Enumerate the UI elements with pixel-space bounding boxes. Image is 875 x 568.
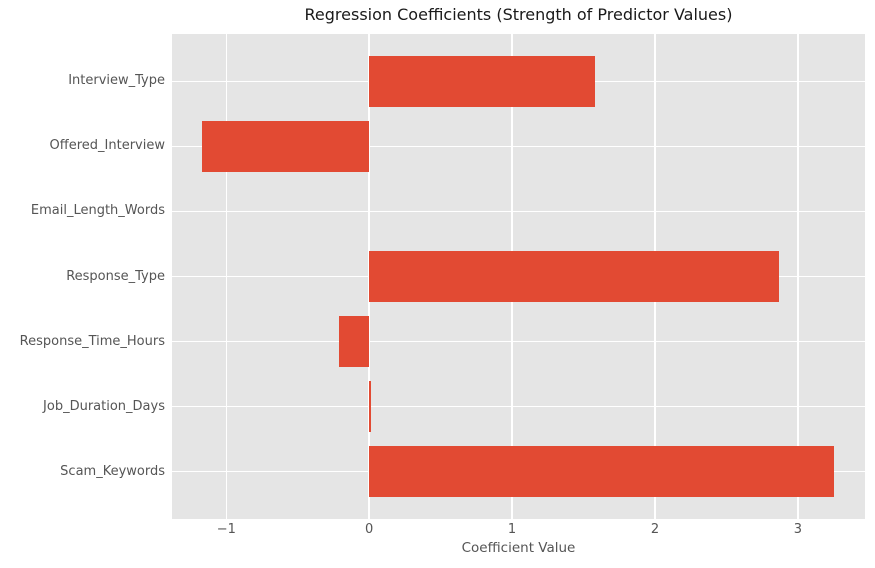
y-tick-label: Response_Type (66, 268, 165, 284)
plot-area (172, 34, 865, 519)
chart-title: Regression Coefficients (Strength of Pre… (304, 5, 733, 24)
y-tick-label: Job_Duration_Days (43, 398, 165, 414)
bar-Offered_Interview (202, 121, 370, 172)
y-tick-label: Interview_Type (68, 73, 165, 89)
x-tick-label: 0 (365, 522, 374, 537)
bar-Response_Time_Hours (339, 316, 370, 367)
y-tick-label: Response_Time_Hours (19, 333, 165, 349)
bar-Job_Duration_Days (369, 381, 371, 432)
gridline-y (172, 405, 865, 408)
y-tick-label: Offered_Interview (49, 138, 165, 154)
x-tick-label: 3 (793, 522, 802, 537)
x-tick-label: 2 (650, 522, 660, 537)
y-tick-label: Email_Length_Words (30, 203, 165, 219)
bar-Interview_Type (369, 56, 595, 107)
x-axis-label: Coefficient Value (461, 540, 576, 556)
bar-Scam_Keywords (369, 446, 834, 497)
x-tick-label: −1 (216, 522, 236, 537)
x-tick-label: 1 (507, 522, 517, 537)
y-tick-label: Scam_Keywords (60, 463, 165, 479)
bar-Response_Type (369, 251, 780, 302)
gridline-y (172, 340, 865, 343)
gridline-y (172, 145, 865, 148)
gridline-y (172, 210, 865, 213)
